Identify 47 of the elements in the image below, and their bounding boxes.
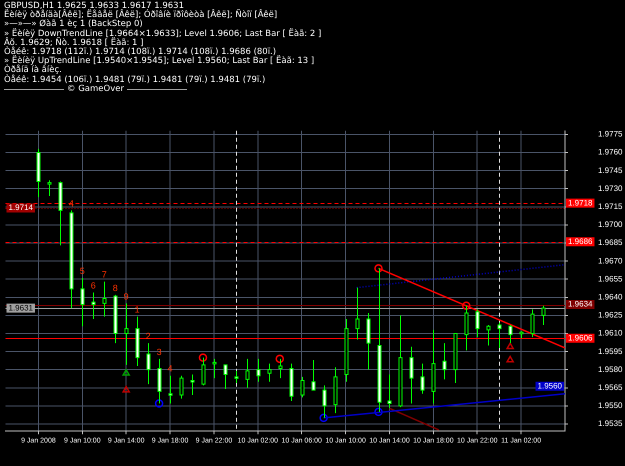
text: »—»—» Øàã 1 èç 1 (BackStep 0) [4,19,143,30]
annotation: 9 [124,291,129,302]
point [506,356,514,363]
point [319,414,328,422]
y-tick-label: 1.9595 [598,346,624,356]
text: Òåéê: 1.9454 (106ï.) 1.9481 (79ï.) 1.9481 (79ï.) 1.9481 (79ï.) [4,74,266,85]
point [374,408,383,416]
y-tick-label: 1.9535 [598,419,624,428]
annotation: 6 [90,280,96,290]
y-tick-label: 1.9685 [598,238,624,248]
y-tick-label: 1.9715 [598,202,624,212]
y-tick-label: 1.9580 [598,364,624,374]
ref-line-label: 1.9714 [8,203,34,212]
y-tick-label: 1.9775 [598,130,624,139]
ref-line-label: 1.9634 [568,300,594,309]
y-tick-label: 1.9730 [598,184,624,193]
ref-line-label: 1.9718 [568,198,594,208]
y-tick-label: 1.9610 [598,328,624,338]
annotation: 5 [80,266,85,276]
y-tick-label: 1.9625 [598,310,624,320]
point [122,386,130,393]
y-tick-label: 1.9670 [598,256,624,266]
y-tick-label: 1.9550 [598,401,624,410]
y-tick-label: 1.9565 [598,382,624,392]
ref-line-label: 1.9631 [8,303,34,312]
ref-line-label: 1.9686 [568,236,594,246]
point [122,369,130,376]
text: Ëèíèÿ òðåíäà[Âêë]; Ëåâåë [Âêë]; Óðîâíè ïðîôèòà [Âêë]; Ñòîï [Âêë] [4,10,278,20]
annotation: 8 [112,282,118,293]
point [462,301,471,310]
point [154,399,164,408]
annotation: 1.9560 [538,382,563,391]
ref-line-label: 1.9606 [568,334,594,343]
annotation: 7 [102,270,107,280]
y-tick-label: 1.9745 [598,166,624,175]
y-tick-label: 1.9640 [598,292,624,302]
annotation: 3 [156,346,162,357]
text: Òðåíä íà âíèç. [4,65,62,76]
annotation: 4 [168,364,173,374]
y-tick-label: 1.9760 [598,148,624,157]
point [506,342,514,350]
y-tick-label: 1.9700 [598,220,624,230]
y-tick-label: 1.9655 [598,274,624,284]
point [198,353,208,362]
point [276,354,284,364]
point [374,264,383,273]
text: © GameOver [67,84,124,94]
